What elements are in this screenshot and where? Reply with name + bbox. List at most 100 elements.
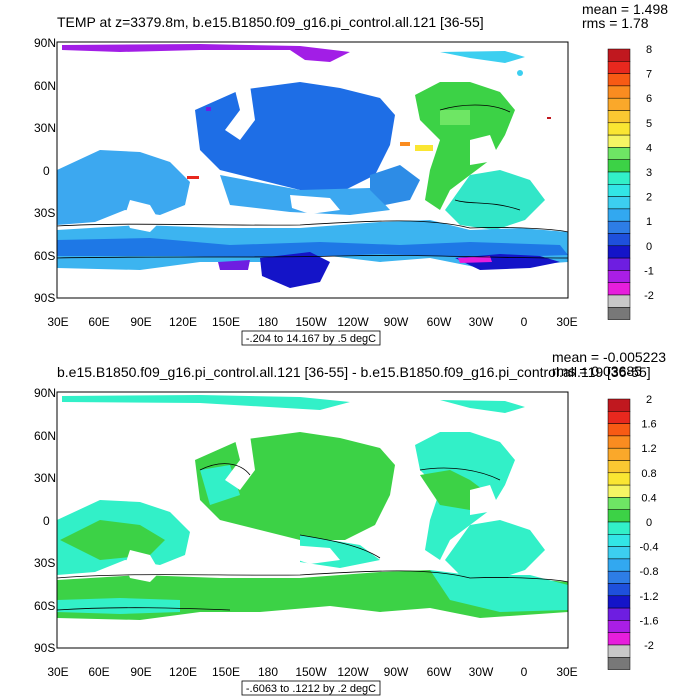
contour-info-box: -.204 to 14.167 by .5 degC <box>241 330 381 346</box>
colorbar-swatch <box>607 233 631 247</box>
x-tick-label: 60E <box>88 315 109 329</box>
contour-info-box: -.6063 to .1212 by .2 degC <box>241 680 381 696</box>
colorbar-label: 6 <box>646 93 652 105</box>
mean-label: mean = 1.498 <box>582 1 668 17</box>
colorbar-swatch <box>607 171 631 185</box>
colorbar-swatch <box>607 558 631 572</box>
colorbar-swatch <box>607 411 631 424</box>
colorbar-swatch <box>607 282 631 296</box>
colorbar: 2 1.6 1.2 0.8 0.4 0 -0.4 -0.8 -1.2 -1.6 -2 <box>607 394 659 670</box>
y-tick-label: 60S <box>34 249 55 263</box>
colorbar-label: 0 <box>646 517 652 529</box>
colorbar-label: -1.6 <box>640 615 659 627</box>
map-field <box>56 391 569 649</box>
colorbar-label: 2 <box>646 192 652 204</box>
colorbar-label: 0.8 <box>641 468 656 480</box>
colorbar-swatch <box>607 632 631 646</box>
x-axis: 30E 60E 90E 120E 150E 180 150W 120W 90W … <box>47 315 577 329</box>
x-axis: 30E 60E 90E 120E 150E 180 150W 120W 90W … <box>47 665 577 679</box>
colorbar-swatch <box>607 497 631 510</box>
colorbar-swatch <box>607 110 631 124</box>
x-tick-label: 90E <box>130 315 151 329</box>
x-tick-label: 30E <box>47 315 68 329</box>
x-tick-label: 0 <box>521 665 528 679</box>
colorbar-swatch <box>607 570 631 584</box>
y-axis: 90N 60N 30N 0 30S 60S 90S <box>34 36 56 305</box>
colorbar-swatch <box>607 644 631 658</box>
y-tick-label: 0 <box>43 164 50 178</box>
x-tick-label: 60W <box>427 665 452 679</box>
colorbar-label: -0.8 <box>640 566 659 578</box>
x-tick-label: 30E <box>47 665 68 679</box>
map-field <box>56 41 569 299</box>
colorbar-label: 1.2 <box>641 443 656 455</box>
colorbar-swatch <box>607 607 631 621</box>
y-tick-label: 60S <box>34 599 55 613</box>
colorbar-label: 0 <box>646 241 652 253</box>
colorbar-swatch <box>607 447 631 461</box>
colorbar-label: -2 <box>644 640 654 652</box>
x-tick-label: 120E <box>169 665 197 679</box>
colorbar-label: 3 <box>646 167 652 179</box>
colorbar-swatch <box>607 159 631 173</box>
colorbar-label: 1.6 <box>641 419 656 431</box>
colorbar-label: 2 <box>646 394 652 406</box>
colorbar-label: 5 <box>646 118 652 130</box>
colorbar-swatch <box>607 73 631 87</box>
x-tick-label: 180 <box>258 315 278 329</box>
colorbar-label: 0.4 <box>641 492 656 504</box>
colorbar-swatch <box>607 196 631 210</box>
colorbar-swatch <box>607 398 631 412</box>
contour-info-text: -.204 to 14.167 by .5 degC <box>246 333 376 345</box>
x-tick-label: 150W <box>295 315 327 329</box>
colorbar-swatch <box>607 85 631 99</box>
colorbar-label: -0.4 <box>640 542 659 554</box>
colorbar-swatch <box>607 220 631 234</box>
x-tick-label: 90W <box>384 665 409 679</box>
panel-title: TEMP at z=3379.8m, b.e15.B1850.f09_g16.p… <box>57 14 484 30</box>
colorbar: 8 7 6 5 4 3 2 1 0 -1 -2 <box>607 44 654 320</box>
x-tick-label: 30W <box>469 315 494 329</box>
panel-title: b.e15.B1850.f09_g16.pi_control.all.121 [… <box>57 364 651 380</box>
colorbar-label: 8 <box>646 44 652 56</box>
x-tick-label: 120W <box>337 315 369 329</box>
colorbar-swatch <box>607 472 631 486</box>
x-tick-label: 30W <box>469 665 494 679</box>
y-tick-label: 90S <box>34 291 55 305</box>
colorbar-swatch <box>607 435 631 449</box>
x-tick-label: 120W <box>337 665 369 679</box>
colorbar-swatch <box>607 546 631 560</box>
colorbar-swatch <box>607 61 631 74</box>
x-tick-label: 90W <box>384 315 409 329</box>
colorbar-swatch <box>607 484 631 498</box>
colorbar-label: -1 <box>644 265 654 277</box>
y-tick-label: 30N <box>34 471 56 485</box>
y-tick-label: 30N <box>34 121 56 135</box>
colorbar-swatch <box>607 294 631 308</box>
y-tick-label: 60N <box>34 79 56 93</box>
contour-info-text: -.6063 to .1212 by .2 degC <box>246 683 376 695</box>
y-tick-label: 30S <box>34 556 55 570</box>
colorbar-label: 7 <box>646 69 652 81</box>
x-tick-label: 120E <box>169 315 197 329</box>
x-tick-label: 30E <box>556 665 577 679</box>
rms-label: rms = 0.03685 <box>552 363 642 379</box>
colorbar-swatch <box>607 97 631 111</box>
colorbar-swatch <box>607 147 631 160</box>
colorbar-swatch <box>607 509 631 523</box>
x-tick-label: 150W <box>295 665 327 679</box>
y-tick-label: 30S <box>34 206 55 220</box>
colorbar-swatch <box>607 257 631 271</box>
y-tick-label: 90N <box>34 36 56 50</box>
mean-label: mean = -0.005223 <box>552 349 666 365</box>
colorbar-swatch <box>607 583 631 597</box>
colorbar-label: 1 <box>646 216 652 228</box>
colorbar-swatch <box>607 307 631 320</box>
panel-bottom: b.e15.B1850.f09_g16.pi_control.all.121 [… <box>34 349 666 696</box>
colorbar-swatch <box>607 245 631 259</box>
y-tick-label: 0 <box>43 514 50 528</box>
y-tick-label: 90S <box>34 641 55 655</box>
y-tick-label: 60N <box>34 429 56 443</box>
y-tick-label: 90N <box>34 386 56 400</box>
